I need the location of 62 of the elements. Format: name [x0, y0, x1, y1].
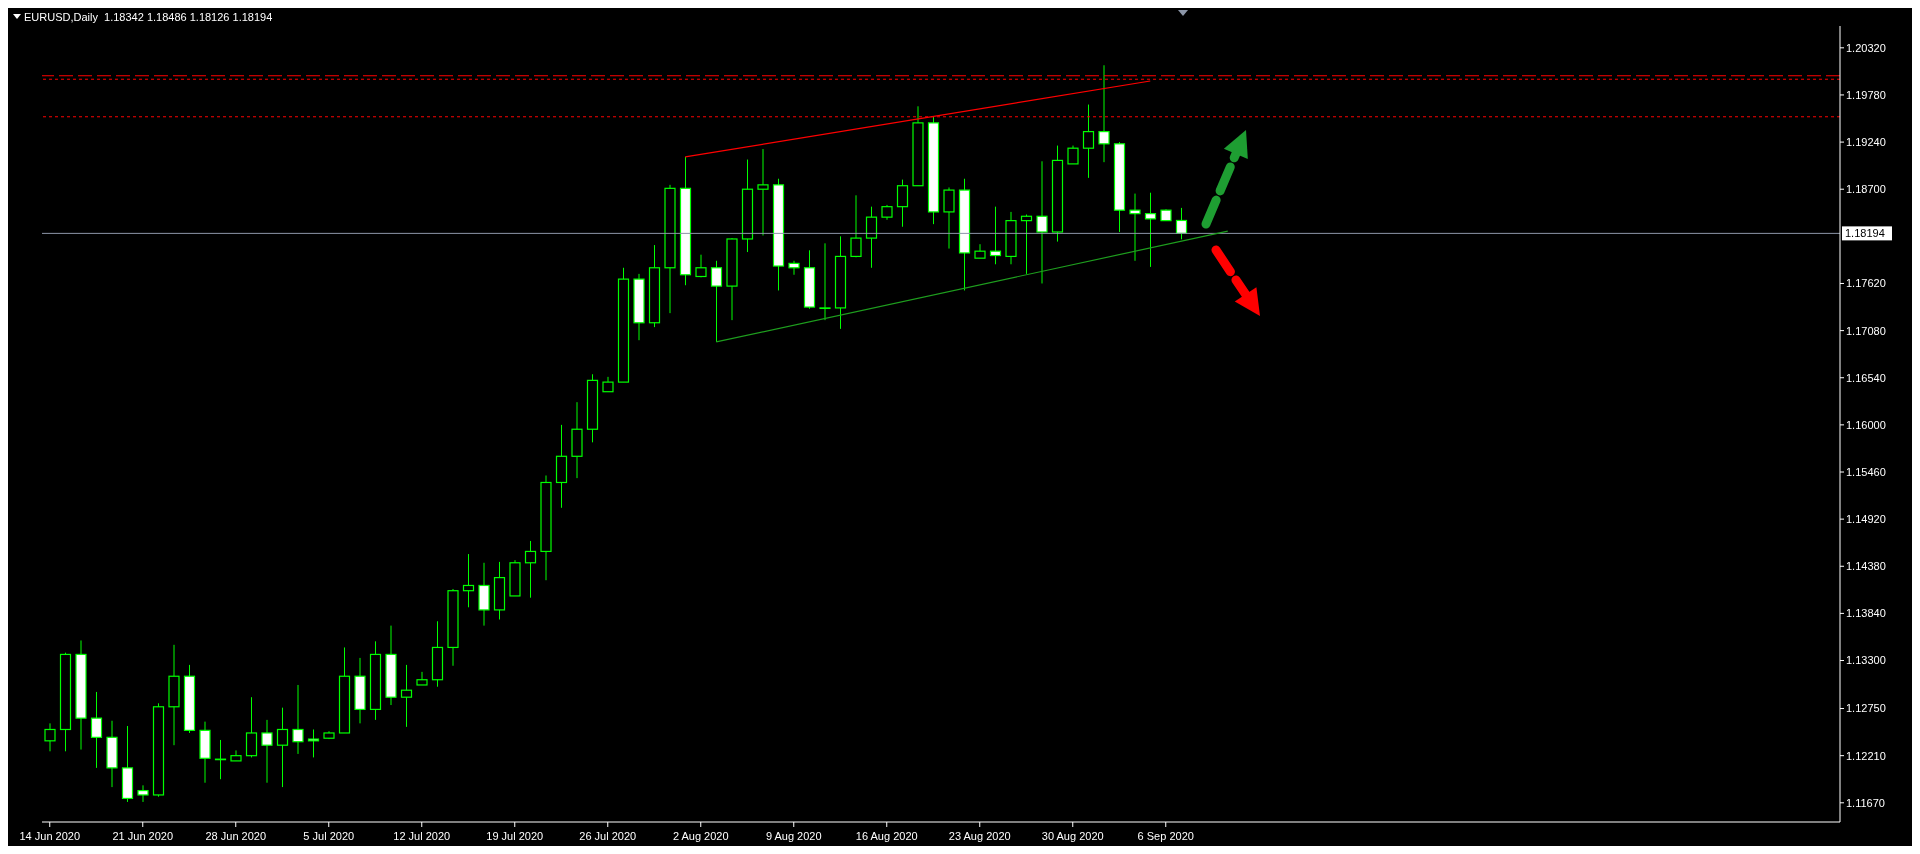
x-tick-label: 19 Jul 2020	[486, 830, 544, 842]
candlestick	[1082, 104, 1095, 179]
candlestick	[989, 206, 1002, 265]
ref-line-label: 1.18194	[1845, 227, 1885, 240]
x-tick-label: 9 Aug 2020	[765, 830, 822, 842]
y-tick-label: 1.17620	[1846, 277, 1886, 290]
x-tick-label: 28 Jun 2020	[205, 830, 267, 842]
candlestick	[292, 684, 304, 755]
candlestick	[1020, 214, 1033, 275]
x-tick-label: 5 Jul 2020	[303, 830, 355, 842]
candlestick	[1098, 64, 1110, 163]
x-tick-label: 6 Sep 2020	[1137, 830, 1194, 842]
candlestick	[974, 243, 986, 259]
y-tick-label: 1.19780	[1846, 88, 1886, 101]
x-tick-label: 23 Aug 2020	[948, 830, 1011, 842]
x-tick-label: 14 Jun 2020	[19, 830, 81, 842]
x-tick-label: 30 Aug 2020	[1041, 830, 1104, 842]
candlestick	[1144, 192, 1157, 268]
y-tick-label: 1.14920	[1846, 513, 1886, 526]
candlestick	[819, 242, 831, 321]
candlestick	[757, 148, 769, 236]
x-tick-label: 12 Jul 2020	[393, 830, 451, 842]
y-tick-label: 1.12750	[1846, 702, 1886, 715]
y-tick-label: 1.19240	[1846, 135, 1886, 148]
candlestick	[90, 691, 103, 769]
chart-title: EURUSD,Daily 1.18342 1.18486 1.18126 1.18194	[24, 11, 273, 23]
candlestick	[865, 206, 878, 269]
y-tick-label: 1.11670	[1846, 796, 1885, 809]
y-tick-label: 1.14380	[1846, 560, 1886, 573]
candlestick	[137, 784, 149, 803]
candlestick	[261, 719, 273, 784]
candlestick	[1175, 207, 1188, 240]
candlestick	[276, 707, 289, 788]
candlestick	[1036, 160, 1048, 284]
candlestick	[524, 540, 537, 599]
y-tick-label: 1.20320	[1846, 41, 1886, 54]
candlestick	[1067, 145, 1079, 165]
x-tick-label: 21 Jun 2020	[112, 830, 174, 842]
candlestick	[710, 260, 723, 343]
candlestick	[400, 664, 413, 728]
candlestick	[44, 722, 56, 752]
y-tick-label: 1.13840	[1846, 607, 1886, 620]
y-tick-label: 1.12210	[1846, 749, 1886, 762]
x-tick-label: 16 Aug 2020	[855, 830, 918, 842]
candlestick	[850, 194, 862, 258]
y-tick-label: 1.15460	[1846, 465, 1886, 478]
x-tick-label: 26 Jul 2020	[579, 830, 637, 842]
y-tick-label: 1.16540	[1846, 371, 1886, 384]
x-tick-label: 2 Aug 2020	[672, 830, 729, 842]
candlestick	[462, 553, 475, 608]
candlestick	[788, 260, 800, 276]
y-tick-label: 1.13300	[1846, 654, 1886, 667]
y-tick-label: 1.16000	[1846, 418, 1886, 431]
candlestick	[307, 728, 320, 758]
candlestick	[230, 749, 242, 762]
candlestick	[245, 696, 258, 758]
y-tick-label: 1.17080	[1846, 324, 1886, 337]
y-tick-label: 1.18700	[1846, 183, 1886, 196]
candlestick	[896, 179, 909, 228]
candlestick	[1129, 193, 1141, 262]
candlestick	[943, 186, 955, 250]
candlestick	[416, 671, 428, 686]
